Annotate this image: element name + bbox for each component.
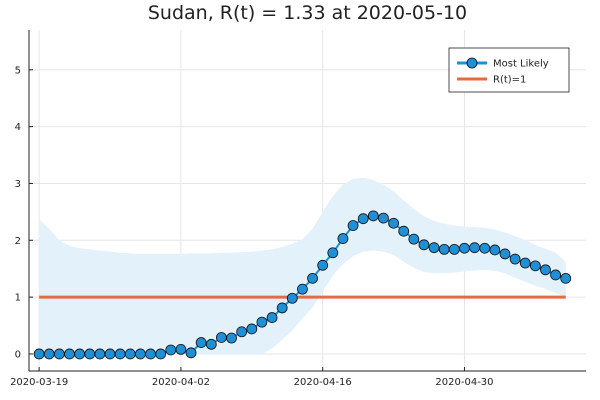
y-tick-label: 3 — [15, 179, 21, 190]
data-point — [529, 260, 541, 272]
data-point — [357, 213, 369, 225]
data-point — [165, 344, 177, 356]
data-point — [448, 243, 460, 255]
data-point — [489, 244, 501, 256]
data-point — [317, 259, 329, 271]
x-tick-label: 2020-04-16 — [294, 377, 352, 388]
data-point — [185, 347, 197, 359]
data-point — [347, 220, 359, 231]
data-point — [43, 348, 55, 360]
data-point — [540, 264, 551, 276]
data-point — [398, 225, 410, 237]
data-point — [327, 247, 339, 259]
y-tick-label: 5 — [15, 65, 21, 76]
legend-marker-most-likely — [466, 57, 478, 69]
data-point — [297, 283, 308, 295]
data-point — [145, 348, 156, 360]
data-point — [236, 326, 248, 338]
data-point — [428, 242, 440, 254]
data-point — [114, 348, 126, 360]
confidence-band — [39, 177, 566, 354]
x-tick-label: 2020-03-19 — [10, 377, 68, 388]
data-point — [550, 269, 562, 281]
data-point — [175, 344, 187, 355]
data-point — [205, 338, 217, 350]
data-point — [155, 348, 167, 360]
data-point — [378, 212, 389, 224]
data-point — [246, 323, 258, 335]
legend-label-rt1: R(t)=1 — [493, 75, 526, 86]
data-point — [388, 217, 399, 229]
y-tick-label: 2 — [15, 236, 21, 247]
data-point — [459, 242, 470, 254]
y-tick-label: 1 — [15, 293, 21, 304]
axes — [28, 30, 586, 372]
data-point — [307, 272, 318, 284]
data-point — [276, 302, 288, 314]
chart-title: Sudan, R(t) = 1.33 at 2020-05-10 — [148, 2, 467, 24]
y-tick-label: 0 — [15, 349, 21, 360]
data-point — [479, 242, 491, 254]
data-point — [408, 233, 420, 245]
data-point — [53, 348, 65, 360]
data-point — [266, 312, 278, 323]
data-point — [286, 292, 298, 304]
legend: Most Likely R(t)=1 — [448, 47, 570, 93]
data-point — [499, 248, 511, 260]
x-tick-label: 2020-04-30 — [435, 377, 493, 388]
tick-labels: 0 1 2 3 4 5 2020-03-19 2020-04-02 2020-04-16 2020… — [10, 65, 493, 388]
data-point — [469, 242, 481, 254]
data-point — [509, 253, 521, 265]
data-point — [64, 348, 75, 360]
legend-label-most-likely: Most Likely — [493, 59, 549, 70]
data-point — [74, 348, 86, 360]
data-points — [33, 210, 572, 360]
data-point — [438, 243, 450, 255]
data-point — [124, 348, 136, 360]
data-point — [560, 272, 572, 284]
data-point — [418, 239, 430, 251]
data-point — [94, 348, 106, 360]
data-point — [33, 348, 45, 360]
data-point — [367, 210, 379, 222]
data-point — [337, 233, 349, 244]
data-point — [134, 348, 146, 360]
data-point — [256, 316, 268, 328]
data-point — [84, 348, 96, 360]
x-tick-label: 2020-04-02 — [152, 377, 210, 388]
data-point — [216, 332, 227, 343]
data-point — [226, 332, 237, 344]
legend-box — [448, 47, 570, 93]
y-tick-label: 4 — [15, 122, 21, 133]
data-point — [104, 348, 116, 360]
data-point — [195, 337, 207, 348]
data-point — [519, 257, 531, 269]
